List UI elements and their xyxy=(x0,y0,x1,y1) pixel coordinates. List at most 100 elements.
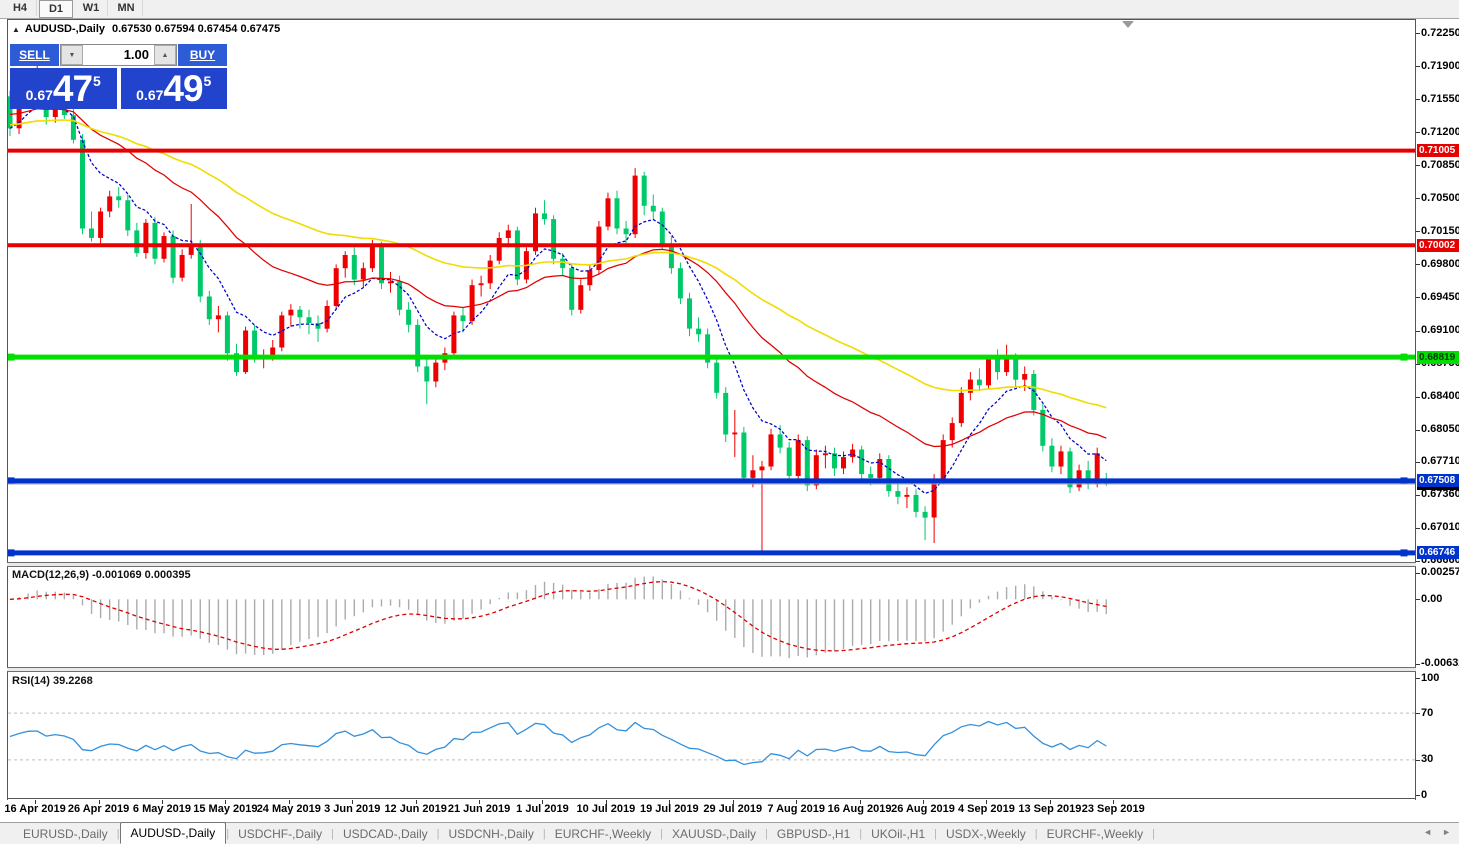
price-axis-tick: 0.68400 xyxy=(1421,390,1459,403)
tab-scroll-left-icon[interactable]: ◄ xyxy=(1423,827,1433,837)
price-axis-tick: 0.72250 xyxy=(1421,26,1459,39)
price-axis-tick: 0.67710 xyxy=(1421,455,1459,468)
tab-separator: | xyxy=(859,827,863,840)
sell-price-box[interactable]: 0.67 47 5 xyxy=(10,68,117,109)
level-line-handle[interactable] xyxy=(1400,353,1408,361)
axis-tick-mark xyxy=(1416,132,1420,134)
tab-separator: | xyxy=(226,827,230,840)
level-line-handle[interactable] xyxy=(8,477,15,485)
volume-decrease-icon[interactable]: ▼ xyxy=(61,45,83,65)
tab-separator: | xyxy=(436,827,440,840)
timeframe-buttons: H4 D1 W1 MN xyxy=(3,0,144,18)
time-axis-tick-mark xyxy=(415,800,417,804)
tab-xauusd-daily[interactable]: XAUUSD-,Daily xyxy=(672,826,757,841)
time-axis-tick-mark xyxy=(1113,800,1115,804)
level-price-label: 0.68819 xyxy=(1417,350,1459,364)
level-line-handle[interactable] xyxy=(1400,549,1408,557)
tab-usdcad-daily[interactable]: USDCAD-,Daily xyxy=(342,826,428,841)
buy-price-pips: 49 xyxy=(163,68,203,109)
collapse-panel-icon[interactable]: ▲ xyxy=(12,25,20,34)
time-axis-tick-mark xyxy=(986,800,988,804)
volume-spinner: ▼ 1.00 ▲ xyxy=(60,44,177,66)
axis-tick-mark xyxy=(1416,264,1420,266)
buy-button[interactable]: BUY xyxy=(178,44,227,66)
panel-splitter-rsi[interactable] xyxy=(7,667,1459,672)
price-axis-tick: 0.70850 xyxy=(1421,158,1459,171)
tab-separator: | xyxy=(1152,827,1155,840)
volume-input[interactable]: 1.00 xyxy=(123,47,149,62)
time-axis-label: 26 Aug 2019 xyxy=(891,803,955,815)
date-axis-border xyxy=(7,798,1459,799)
price-axis-tick: 0.69450 xyxy=(1421,290,1459,303)
time-axis-label: 16 Apr 2019 xyxy=(4,803,66,815)
time-axis-tick-mark xyxy=(352,800,354,804)
tab-usdchf-daily[interactable]: USDCHF-,Daily xyxy=(238,826,323,841)
axis-tick-mark xyxy=(1416,572,1420,574)
tab-separator: | xyxy=(765,827,768,840)
tab-ukoil-h1[interactable]: UKOil-,H1 xyxy=(871,826,926,841)
rsi-axis-tick: 0 xyxy=(1421,788,1428,801)
buy-price-point: 5 xyxy=(203,73,212,89)
macd-panel-canvas[interactable] xyxy=(8,567,1415,668)
tab-usdcnh-daily[interactable]: USDCNH-,Daily xyxy=(448,826,534,841)
buy-price-box[interactable]: 0.67 49 5 xyxy=(120,68,227,109)
time-axis-label: 12 Jun 2019 xyxy=(384,803,447,815)
main-chart-canvas[interactable] xyxy=(8,20,1415,563)
macd-axis-tick: 0.00 xyxy=(1421,592,1443,605)
one-click-trade-panel: SELL ▼ 1.00 ▲ BUY 0.67 47 5 0.67 49 5 xyxy=(10,44,227,109)
sell-button[interactable]: SELL xyxy=(10,44,59,66)
time-axis-label: 7 Aug 2019 xyxy=(767,803,825,815)
tab-eurusd-daily[interactable]: EURUSD-,Daily xyxy=(23,826,108,841)
time-axis-tick-mark xyxy=(859,800,861,804)
time-axis-tick-mark xyxy=(225,800,227,804)
time-axis-tick-mark xyxy=(796,800,798,804)
level-line-handle[interactable] xyxy=(1400,477,1408,485)
price-axis-tick: 0.71200 xyxy=(1421,125,1459,138)
panel-splitter-macd[interactable] xyxy=(7,562,1459,567)
tab-scroll-arrows: ◄ ► xyxy=(1423,827,1451,837)
axis-tick-mark xyxy=(1416,527,1420,529)
sell-price-point: 5 xyxy=(93,73,101,89)
level-price-label: 0.67508 xyxy=(1417,474,1459,488)
tab-audusd-daily[interactable]: AUDUSD-,Daily xyxy=(119,821,227,844)
tab-separator: | xyxy=(934,827,937,840)
axis-tick-mark xyxy=(1416,198,1420,200)
rsi-axis-tick: 30 xyxy=(1421,753,1434,766)
level-price-label: 0.71005 xyxy=(1417,144,1459,158)
time-axis-label: 4 Sep 2019 xyxy=(957,803,1015,815)
time-axis-tick-mark xyxy=(923,800,924,804)
time-axis-label: 19 Jul 2019 xyxy=(639,803,699,815)
price-axis-tick: 0.71900 xyxy=(1421,59,1459,72)
time-axis-label: 13 Sep 2019 xyxy=(1018,803,1082,815)
timeframe-w1[interactable]: W1 xyxy=(75,0,108,16)
time-axis-label: 21 Jun 2019 xyxy=(447,803,511,815)
buy-price-prefix: 0.67 xyxy=(136,87,164,103)
axis-tick-mark xyxy=(1416,99,1420,101)
price-axis-tick: 0.67360 xyxy=(1421,488,1459,501)
chart-title: ▲ AUDUSD-,Daily 0.67530 0.67594 0.67454 0.… xyxy=(12,23,280,35)
sell-price-pips: 47 xyxy=(52,68,93,109)
tab-eurchf-weekly[interactable]: EURCHF-,Weekly xyxy=(1046,826,1144,841)
tab-usdx-weekly[interactable]: USDX-,Weekly xyxy=(945,826,1026,841)
axis-tick-mark xyxy=(1416,663,1420,665)
timeframe-d1[interactable]: D1 xyxy=(39,0,73,18)
price-axis-tick: 0.71550 xyxy=(1421,92,1459,105)
tab-gbpusd-h1[interactable]: GBPUSD-,H1 xyxy=(776,826,851,841)
axis-tick-mark xyxy=(1416,33,1420,34)
time-axis-tick-mark xyxy=(669,800,671,804)
price-axis[interactable]: 0.710050.700020.688190.675080.667460.674… xyxy=(1416,19,1459,801)
level-line-handle[interactable] xyxy=(8,353,15,361)
time-axis-tick-mark xyxy=(732,800,734,804)
timeframe-h4[interactable]: H4 xyxy=(4,0,37,16)
tab-scroll-right-icon[interactable]: ► xyxy=(1442,827,1451,837)
axis-tick-mark xyxy=(1416,66,1420,68)
timeframe-mn[interactable]: MN xyxy=(110,0,143,16)
tab-eurchf-weekly[interactable]: EURCHF-,Weekly xyxy=(554,826,652,841)
axis-tick-mark xyxy=(1416,330,1420,332)
rsi-panel-canvas[interactable] xyxy=(8,672,1415,798)
axis-tick-mark xyxy=(1416,231,1420,233)
time-axis[interactable]: 16 Apr 2019 26 Apr 2019 6 May 2019 15 May 2… xyxy=(4,800,1459,821)
level-line-handle[interactable] xyxy=(8,549,15,557)
volume-increase-icon[interactable]: ▲ xyxy=(154,45,176,65)
